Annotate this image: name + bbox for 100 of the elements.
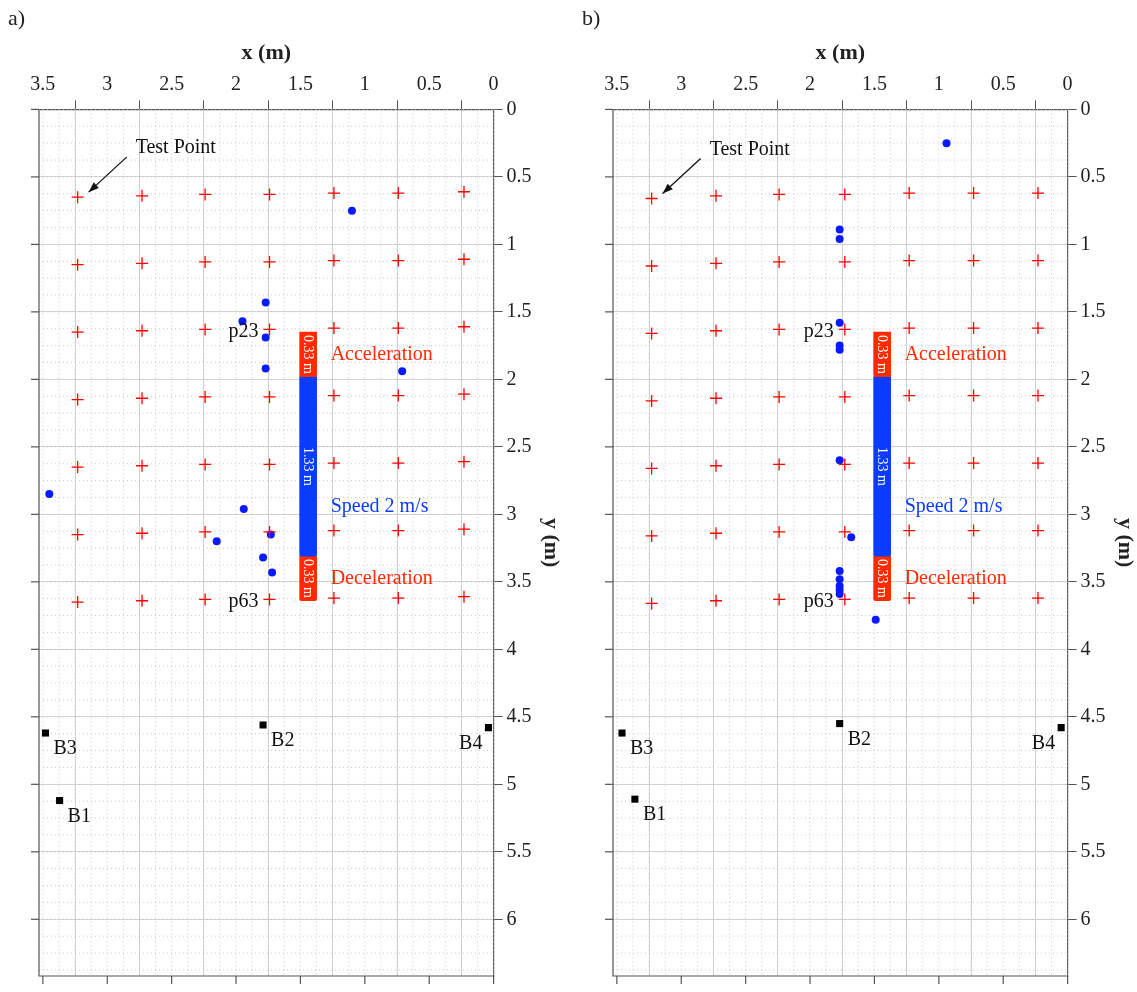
- data-label: 1.33 m: [875, 446, 891, 486]
- x-tick-label: 3.5: [30, 71, 56, 94]
- point: [198, 457, 212, 472]
- y-tick-label: 1: [506, 231, 517, 254]
- x-tick-label: 0: [488, 71, 499, 94]
- point: [966, 523, 981, 538]
- point: [966, 253, 981, 268]
- point: [135, 324, 149, 338]
- point: [262, 592, 277, 607]
- x-tick-label: 1: [933, 71, 944, 94]
- annotation: p23: [803, 318, 834, 342]
- y-tick-label: 2: [1080, 366, 1091, 389]
- x-tick-label: 1.5: [861, 71, 887, 94]
- point: [1031, 388, 1045, 403]
- annotation: B4: [1031, 730, 1056, 753]
- y-tick-label: 5.5: [1080, 839, 1106, 862]
- point: [135, 256, 149, 270]
- point: [835, 234, 844, 243]
- point: [261, 333, 270, 342]
- point: [262, 457, 277, 472]
- point: [391, 321, 405, 335]
- annotation: Acceleration: [330, 341, 433, 364]
- point: [835, 567, 844, 576]
- y-tick-label: 0.5: [1080, 164, 1106, 187]
- y-tick-label: 0: [506, 96, 517, 119]
- x-tick-label: 1: [359, 71, 370, 94]
- x-tick-label: 0.5: [990, 71, 1016, 94]
- annotation: Speed 2 m/s: [904, 493, 1003, 517]
- point: [391, 253, 405, 268]
- point: [618, 729, 626, 737]
- y-axis-title: y (m): [540, 517, 566, 568]
- point: [902, 321, 916, 335]
- point: [198, 525, 212, 539]
- point: [835, 456, 844, 465]
- x-axis-title: x (m): [815, 38, 866, 64]
- point: [902, 388, 916, 403]
- y-tick-label: 1.5: [506, 299, 532, 322]
- point: [56, 796, 64, 805]
- point: [644, 259, 659, 273]
- x-tick-label: 3.5: [604, 71, 630, 94]
- x-tick-label: 3: [676, 71, 687, 94]
- point: [709, 324, 723, 338]
- point: [644, 326, 659, 341]
- annotation: Deceleration: [904, 565, 1007, 588]
- y-tick-label: 4: [506, 636, 517, 659]
- point: [262, 390, 277, 404]
- point: [838, 322, 852, 337]
- point: [966, 186, 981, 200]
- point: [198, 592, 212, 607]
- point: [262, 255, 277, 269]
- point: [327, 253, 341, 268]
- point: [198, 390, 212, 404]
- point: [772, 457, 786, 472]
- point: [212, 537, 221, 546]
- point: [391, 456, 405, 470]
- annotation: B1: [67, 803, 91, 826]
- point: [70, 257, 85, 272]
- point: [135, 189, 149, 203]
- point: [268, 568, 277, 577]
- annotation: Test Point: [709, 136, 791, 159]
- point: [772, 187, 786, 202]
- point: [70, 392, 85, 407]
- data-label: 0.33 m: [301, 334, 317, 374]
- point: [902, 186, 916, 200]
- point: [347, 206, 356, 215]
- point: [1031, 523, 1045, 538]
- point: [644, 394, 659, 408]
- chart-title: b): [582, 4, 601, 30]
- point: [391, 591, 405, 605]
- y-tick-label: 5.5: [506, 839, 532, 862]
- point: [391, 186, 405, 200]
- point: [838, 390, 852, 404]
- point: [835, 225, 844, 234]
- y-tick-label: 2: [506, 366, 517, 389]
- point: [838, 457, 852, 472]
- y-tick-label: 2.5: [506, 434, 532, 457]
- x-tick-label: 2.5: [159, 71, 185, 94]
- point: [70, 190, 85, 204]
- point: [398, 367, 407, 376]
- point: [198, 322, 212, 337]
- data-label: 1.33 m: [301, 446, 317, 486]
- point: [1031, 321, 1045, 335]
- annotation: B4: [459, 730, 483, 753]
- point: [327, 591, 341, 605]
- point: [966, 591, 981, 605]
- y-tick-label: 2.5: [1080, 434, 1106, 457]
- point: [966, 456, 981, 470]
- y-tick-label: 3.5: [1080, 569, 1106, 592]
- point: [391, 388, 405, 403]
- point: [902, 456, 916, 470]
- point: [262, 187, 277, 202]
- data-label: 0.33 m: [875, 334, 891, 374]
- point: [135, 459, 149, 473]
- point: [327, 456, 341, 470]
- point: [838, 255, 852, 269]
- point: [772, 592, 786, 607]
- point: [835, 575, 844, 584]
- point: [239, 504, 248, 513]
- point: [902, 253, 916, 268]
- y-tick-label: 4.5: [506, 704, 532, 727]
